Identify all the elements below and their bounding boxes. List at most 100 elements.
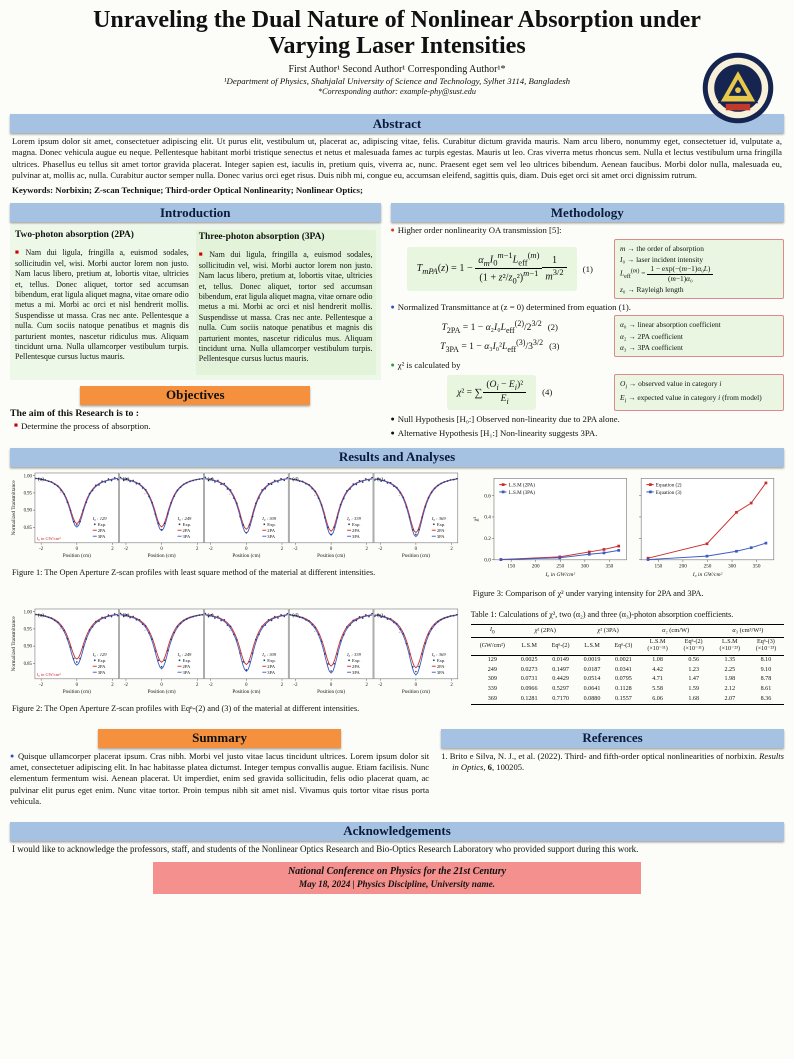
svg-text:I₀ : 369: I₀ : 369	[431, 516, 447, 521]
dot-bullet-icon: ●	[10, 751, 15, 760]
svg-text:←: ←	[59, 490, 64, 495]
svg-text:Exp.: Exp.	[183, 522, 192, 527]
svg-text:0.2: 0.2	[484, 536, 491, 542]
table-cell: 129	[487, 656, 497, 663]
svg-text:300: 300	[728, 563, 736, 569]
table-row: 129 0.0025 0.0149 0.0019 0.0021 1.08 0.56 1.35 8…	[471, 655, 784, 665]
methodology-heading: Methodology	[390, 203, 784, 223]
introduction-heading: Introduction	[10, 203, 381, 223]
svg-text:2PA: 2PA	[267, 528, 275, 533]
table-1-caption: Table 1: Calculations of χ², two (α₂) an…	[470, 610, 734, 620]
svg-text:3PA: 3PA	[267, 534, 275, 539]
svg-text:I₀ in GW/cm²: I₀ in GW/cm²	[544, 572, 575, 578]
svg-text:2: 2	[111, 683, 114, 688]
svg-text:I₀ : 339: I₀ : 339	[346, 652, 362, 657]
table-cell: 1.59	[688, 686, 700, 692]
equation-2: T2PA = 1 − α₂I₀Leff(2)/23/2	[441, 318, 542, 335]
svg-text:3PA: 3PA	[183, 534, 191, 539]
table-cell: 1.68	[675, 694, 712, 706]
table-cell: 4.71	[652, 676, 663, 683]
table-cell: 0.0966	[520, 686, 538, 692]
equation-2-number: (2)	[547, 321, 558, 332]
intro-2pa-title: Two-photon absorption (2PA)	[15, 230, 134, 241]
svg-text:Position (cm): Position (cm)	[317, 688, 345, 695]
table-cell: 5.58	[652, 686, 663, 692]
table-sub-header: Eqⁿ-(3)	[607, 637, 640, 656]
svg-text:I₀ : 309: I₀ : 309	[261, 652, 277, 657]
svg-text:Equation (2): Equation (2)	[656, 482, 682, 489]
svg-text:Normalized Transmittance: Normalized Transmittance	[11, 616, 17, 672]
svg-text:350: 350	[605, 563, 613, 569]
svg-text:Exp.: Exp.	[267, 658, 276, 663]
svg-text:0.4: 0.4	[484, 515, 491, 521]
table-cell: 1.47	[688, 676, 700, 683]
table-group-header: α₂ (cm/W)	[639, 623, 712, 638]
svg-text:←: ←	[143, 628, 148, 633]
svg-text:(e): (e)	[377, 612, 383, 619]
table-cell: 0.1128	[615, 686, 632, 692]
svg-text:300: 300	[581, 563, 589, 569]
references-heading: References	[441, 728, 784, 748]
table-cell: 309	[487, 676, 497, 683]
svg-text:0.6: 0.6	[484, 493, 491, 499]
svg-text:0: 0	[76, 683, 79, 688]
svg-text:←: ←	[398, 630, 403, 635]
introduction-panel: Two-photon absorption (2PA) ■ Nam dui lig…	[10, 225, 381, 380]
svg-text:-2: -2	[209, 547, 214, 552]
intro-3pa-title: Three-photon absorption (3PA)	[198, 232, 325, 243]
svg-text:←: ←	[143, 491, 148, 496]
svg-text:Position (cm): Position (cm)	[317, 552, 345, 559]
svg-text:-2: -2	[293, 683, 298, 688]
university-logo-icon	[702, 52, 774, 124]
intro-3pa-body: ■ Nam dui ligula, fringilla a, euismod so…	[198, 250, 373, 364]
figure-3-caption: Figure 3: Comparison of χ² under varying…	[472, 588, 704, 598]
svg-text:Position (cm): Position (cm)	[232, 552, 260, 559]
svg-text:2: 2	[366, 683, 369, 688]
table-cell: 0.0149	[552, 656, 569, 663]
acknowledgements-heading: Acknowledgements	[10, 821, 784, 841]
svg-text:(c): (c)	[207, 612, 213, 619]
svg-text:1.00: 1.00	[24, 611, 33, 616]
svg-text:0.85: 0.85	[24, 662, 33, 667]
svg-text:3PA: 3PA	[267, 670, 275, 675]
svg-text:Position (cm): Position (cm)	[402, 552, 430, 559]
table-row: 309 0.0731 0.4429 0.0514 0.0795 4.71 1.47 1.98 8…	[471, 675, 784, 685]
svg-text:Equation (3): Equation (3)	[656, 489, 682, 496]
corresponding-email: *Corresponding author: example-phy@sust.…	[318, 86, 476, 96]
table-cell: 0.4429	[552, 676, 569, 683]
objectives-heading: Objectives	[80, 385, 311, 405]
table-cell: 0.0731	[520, 676, 538, 683]
results-table: I0 χ² (2PA) χ² (3PA) α₂ (cm/W) α₃ (cm³/W²) (G…	[470, 623, 784, 706]
svg-text:0: 0	[245, 547, 248, 552]
dot-bullet-icon: ●	[390, 226, 395, 235]
table-sub-header: Eqⁿ-(3) (×10⁻²³)	[747, 637, 784, 656]
svg-text:250: 250	[703, 563, 711, 569]
svg-text:150: 150	[654, 563, 662, 569]
svg-text:0.90: 0.90	[24, 645, 33, 650]
table-cell: 8.78	[760, 676, 772, 683]
svg-text:2PA: 2PA	[183, 664, 191, 669]
svg-text:I₀ : 309: I₀ : 309	[261, 516, 277, 521]
table-cell: 0.0025	[520, 656, 538, 663]
svg-text:2: 2	[196, 683, 199, 688]
table-cell: 0.0514	[583, 676, 601, 683]
svg-text:2: 2	[281, 547, 284, 552]
table-sub-header: Eqⁿ-(2) (×10⁻¹¹)	[675, 637, 712, 656]
svg-text:(d): (d)	[292, 475, 299, 482]
table-cell: 0.0187	[583, 666, 601, 673]
svg-text:(b): (b)	[123, 612, 130, 619]
methodology-bullet-1: ● Higher order nonlinearity OA transmissi…	[390, 225, 562, 236]
table-group-header: χ² (3PA)	[576, 623, 640, 638]
svg-text:Exp.: Exp.	[183, 658, 192, 663]
svg-text:I₀ in GW/cm²: I₀ in GW/cm²	[37, 672, 61, 677]
objectives-lead: The aim of this Research is to :	[10, 407, 140, 419]
svg-text:3PA: 3PA	[98, 534, 106, 539]
infobox-definitions-1: m → the order of absorption I₀ → laser in…	[614, 239, 784, 299]
table-cell: 8.36	[747, 694, 784, 706]
table-cell: 6.06	[639, 694, 676, 706]
svg-text:I₀ in GW/cm²: I₀ in GW/cm²	[691, 572, 722, 578]
methodology-bullet-null-hypothesis: ● Null Hypothesis [H₀:] Observed non-line…	[390, 414, 620, 425]
figure-1-caption: Figure 1: The Open Aperture Z-scan profi…	[12, 567, 376, 577]
table-sub-header: (GW/cm²)	[470, 637, 514, 656]
